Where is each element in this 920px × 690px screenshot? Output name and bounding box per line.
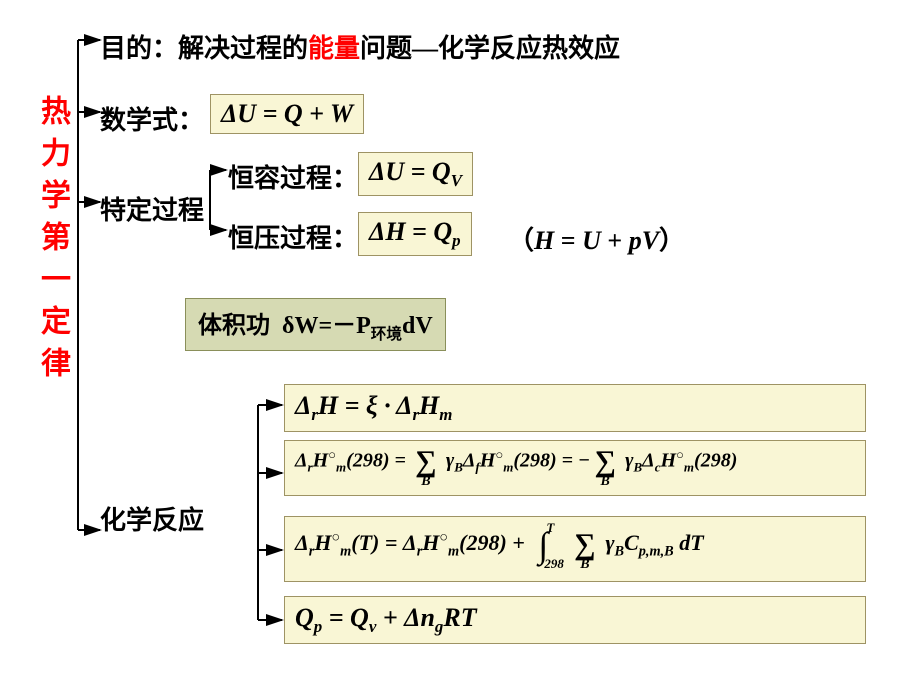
isochoric-formula-box: ΔU = QV xyxy=(358,152,473,196)
purpose-highlight: 能量 xyxy=(308,34,360,63)
reaction-eq4: Qp = Qv + ΔngRT xyxy=(284,596,866,644)
reaction-eq2: ΔrH○m(298) = ∑B γBΔfH○m(298) = −∑B γBΔcH… xyxy=(284,440,866,496)
isochoric-label: 恒容过程： xyxy=(228,158,358,195)
specific-process-label: 特定过程 xyxy=(100,190,204,227)
reaction-eq1: ΔrH = ξ · ΔrHm xyxy=(284,384,866,432)
isobaric-formula-box: ΔH = Qp xyxy=(358,212,472,256)
math-label: 数学式： xyxy=(100,100,204,137)
reaction-eq3: ΔrH○m(T) = ΔrH○m(298) + ∫298T ∑B γBCp,m,… xyxy=(284,516,866,582)
enthalpy-definition: （H = U + pV） xyxy=(508,220,685,257)
purpose-prefix: 目的：解决过程的 xyxy=(100,34,308,63)
purpose-suffix: 问题—化学反应热效应 xyxy=(360,34,620,63)
reaction-label: 化学反应 xyxy=(100,500,204,537)
isobaric-label: 恒压过程： xyxy=(228,218,358,255)
volume-work-box: 体积功 δW=－P环境dV xyxy=(185,298,446,351)
purpose-label: 目的：解决过程的能量问题—化学反应热效应 xyxy=(100,28,620,65)
math-formula-box: ΔU = Q + W xyxy=(210,94,364,134)
